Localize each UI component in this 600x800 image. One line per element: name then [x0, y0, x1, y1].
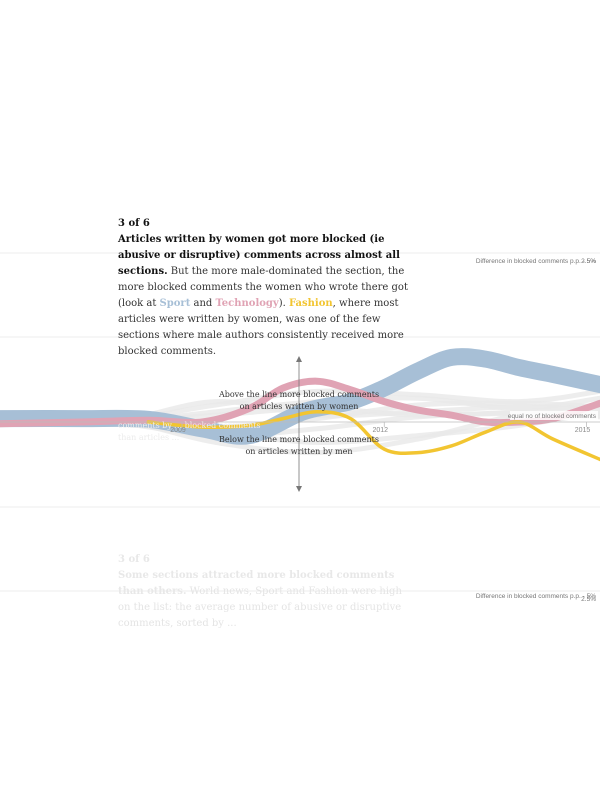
chart-labels: Difference in blocked comments p.p. - 5%…: [218, 258, 598, 603]
step-and: and: [190, 298, 216, 309]
step-body-b: ).: [278, 298, 289, 309]
annotation-below-line1: Below the line more blocked comments: [219, 435, 379, 444]
arrow-down-icon: [296, 486, 302, 492]
annotation-below-line2: on articles written by men: [245, 447, 352, 456]
x-tick-label: 2012: [372, 427, 388, 434]
ghost-previous-text: comments by ... blocked comments than ar…: [118, 421, 261, 442]
step-counter: 3 of 6: [118, 218, 150, 229]
y-tick-label-top: 2.5%: [581, 258, 596, 265]
annotation-above-line1: Above the line more blocked comments: [218, 390, 379, 399]
x-tick-label: 2009: [170, 427, 186, 434]
y-axis-label-lower: Difference in blocked comments p.p. - 5%: [476, 593, 596, 600]
zero-label-bg: [510, 411, 598, 420]
next-step-headline: Some sections attracted more blocked com…: [118, 570, 395, 597]
x-tick-label: 2015: [575, 427, 591, 434]
next-step-paragraph: Some sections attracted more blocked com…: [118, 568, 408, 632]
next-step-body: World news, Sport and Fashion were high …: [118, 586, 402, 629]
sport-highlight: Sport: [159, 298, 191, 309]
chart-grid: [0, 252, 600, 592]
step-paragraph: Articles written by women got more block…: [118, 232, 408, 360]
arrow-up-icon: [296, 356, 302, 362]
fashion-highlight: Fashion: [289, 298, 333, 309]
step-text-next: 3 of 6 Some sections attracted more bloc…: [118, 552, 408, 632]
step-body-c: , where most articles were written by wo…: [118, 298, 404, 357]
technology-highlight: Technology: [215, 298, 279, 309]
chart-axis: 2009 2012 2015: [0, 356, 600, 492]
step-headline: Articles written by women got more block…: [118, 234, 400, 277]
y-axis-label: Difference in blocked comments p.p. - 5%: [476, 258, 596, 265]
step-text-current: 3 of 6 Articles written by women got mor…: [118, 216, 408, 360]
zero-line-label: equal no of blocked comments: [508, 413, 597, 420]
annotation-above-line2: on articles written by women: [240, 402, 359, 411]
step-body-a: But the more male-dominated the section,…: [118, 266, 408, 309]
next-step-counter: 3 of 6: [118, 554, 150, 565]
y-tick-label-bottom: 2.5%: [581, 596, 596, 603]
